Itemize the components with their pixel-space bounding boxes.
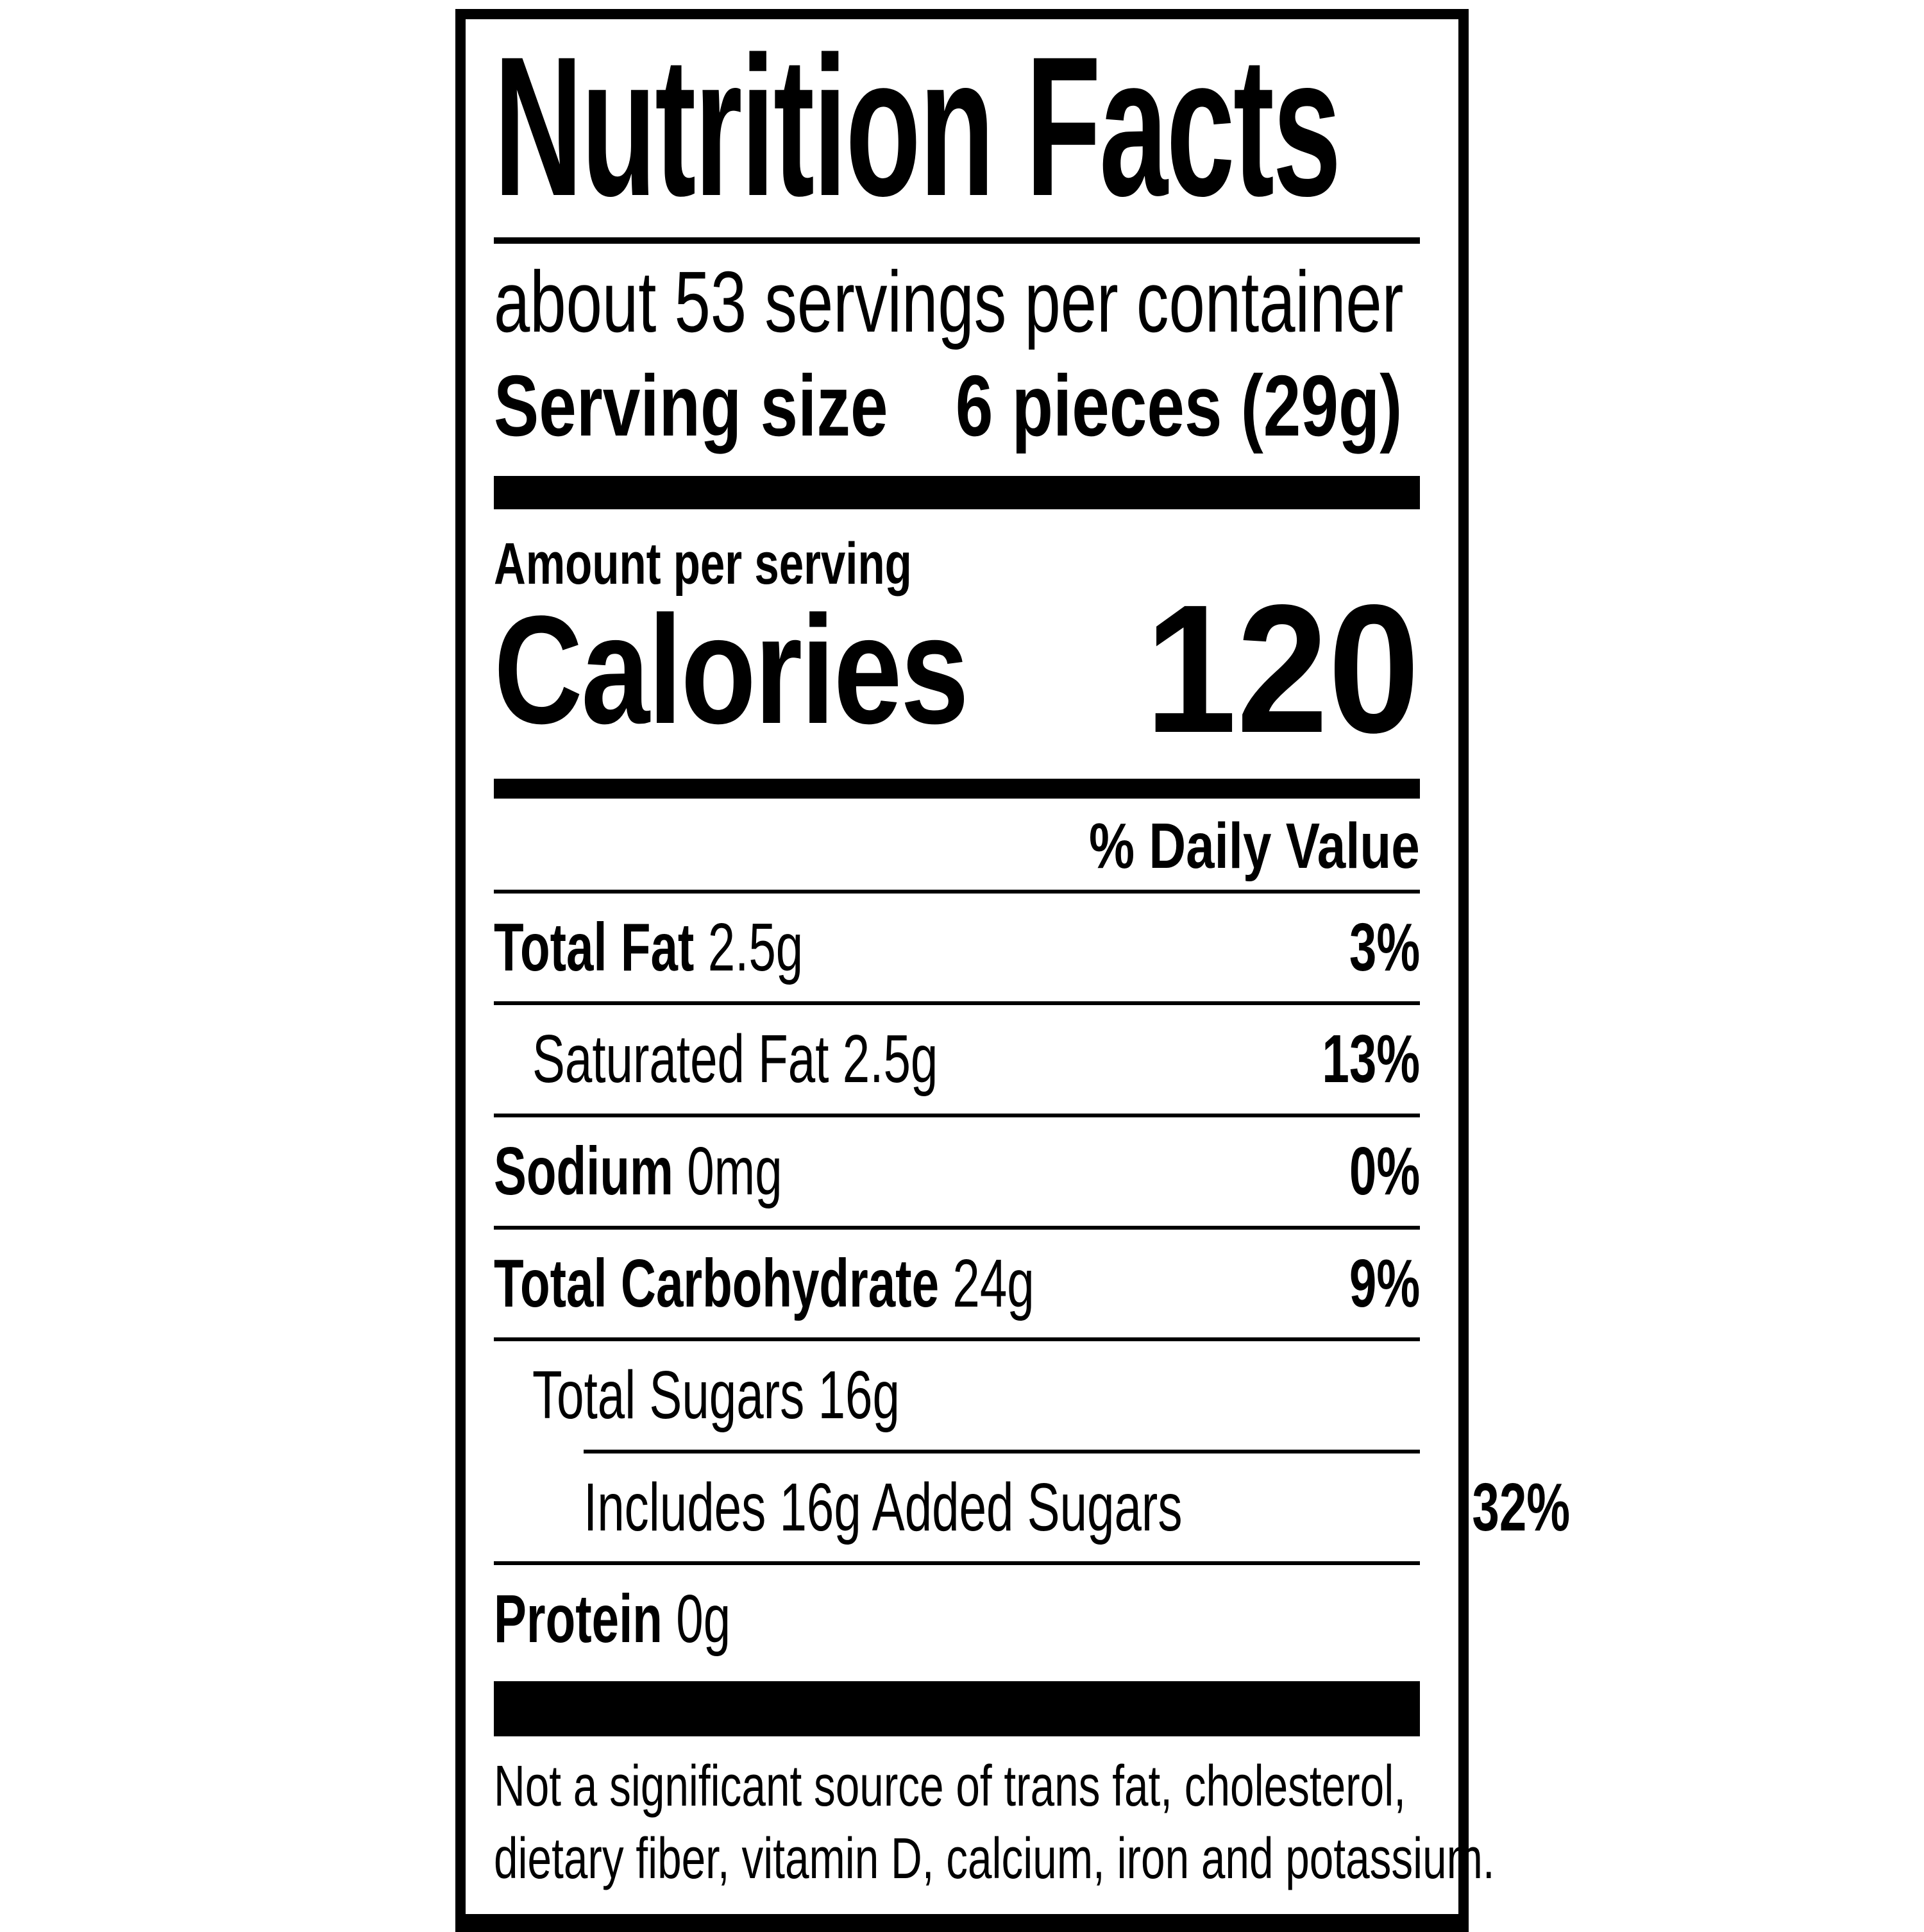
- label-title: Nutrition Facts: [494, 15, 1420, 237]
- nutrient-row-sodium: Sodium 0mg 0%: [494, 1117, 1420, 1226]
- nutrient-dv: 13%: [1322, 1021, 1420, 1097]
- nutrient-dv: 9%: [1349, 1245, 1420, 1321]
- nutrient-name: Total Carbohydrate: [494, 1245, 940, 1321]
- serving-size-label: Serving size: [494, 357, 888, 454]
- serving-size-value: 6 pieces (29g): [955, 357, 1403, 454]
- nutrient-name: Total Fat: [494, 909, 695, 985]
- nutrient-dv: 0%: [1349, 1133, 1420, 1210]
- separator-bar-bottom: [494, 1681, 1420, 1737]
- row-divider: [494, 1561, 1420, 1566]
- footnote-line-1: Not a significant source of trans fat, c…: [494, 1754, 1406, 1819]
- calories-label: Calories: [494, 583, 969, 756]
- nutrient-amount: 24g: [952, 1245, 1034, 1321]
- nutrient-name: Includes 16g Added Sugars: [584, 1469, 1183, 1545]
- footnote-line-2: dietary fiber, vitamin D, calcium, iron …: [494, 1826, 1495, 1891]
- nutrient-name: Protein: [494, 1581, 662, 1657]
- nutrient-amount: 16g: [818, 1357, 900, 1434]
- nutrient-row-total-fat: Total Fat 2.5g 3%: [494, 894, 1420, 1002]
- nutrient-row-protein: Protein 0g: [494, 1565, 1420, 1674]
- nutrient-name: Total Sugars: [532, 1357, 805, 1434]
- title-divider: [494, 237, 1420, 244]
- nutrient-row-total-carbohydrate: Total Carbohydrate 24g 9%: [494, 1230, 1420, 1338]
- row-divider: [494, 1114, 1420, 1118]
- serving-size-row: Serving size 6 pieces (29g): [494, 354, 1420, 458]
- calories-value: 120: [1145, 566, 1420, 771]
- servings-per-container: about 53 servings per container: [494, 253, 1404, 350]
- nutrient-dv: 3%: [1349, 909, 1420, 985]
- daily-value-header: % Daily Value: [1089, 809, 1420, 882]
- nutrient-name: Saturated Fat: [532, 1021, 829, 1097]
- nutrient-row-added-sugars: Includes 16g Added Sugars 32%: [494, 1453, 1570, 1562]
- nutrient-amount: 2.5g: [707, 909, 804, 985]
- nutrient-amount: 2.5g: [842, 1021, 938, 1097]
- separator-bar-calories: [494, 778, 1420, 799]
- footnote: Not a significant source of trans fat, c…: [494, 1750, 1495, 1895]
- nutrient-row-saturated-fat: Saturated Fat 2.5g 13%: [494, 1005, 1420, 1114]
- separator-bar-top: [494, 475, 1420, 509]
- row-divider: [494, 889, 1420, 894]
- amount-per-serving-label: Amount per serving: [494, 530, 912, 597]
- row-divider-indented: [584, 1449, 1420, 1453]
- nutrition-facts-label: Nutrition Facts about 53 servings per co…: [455, 9, 1570, 1932]
- row-divider: [494, 1337, 1420, 1342]
- row-divider: [494, 1001, 1420, 1006]
- label-title-text: Nutrition Facts: [494, 15, 1341, 237]
- nutrient-row-total-sugars: Total Sugars 16g: [494, 1341, 1420, 1450]
- calories-row: Calories 120: [494, 577, 1420, 760]
- nutrient-dv: 32%: [1472, 1469, 1571, 1545]
- row-divider: [494, 1225, 1420, 1230]
- nutrient-amount: 0mg: [687, 1133, 782, 1210]
- nutrient-name: Sodium: [494, 1133, 673, 1210]
- nutrient-amount: 0g: [676, 1581, 731, 1657]
